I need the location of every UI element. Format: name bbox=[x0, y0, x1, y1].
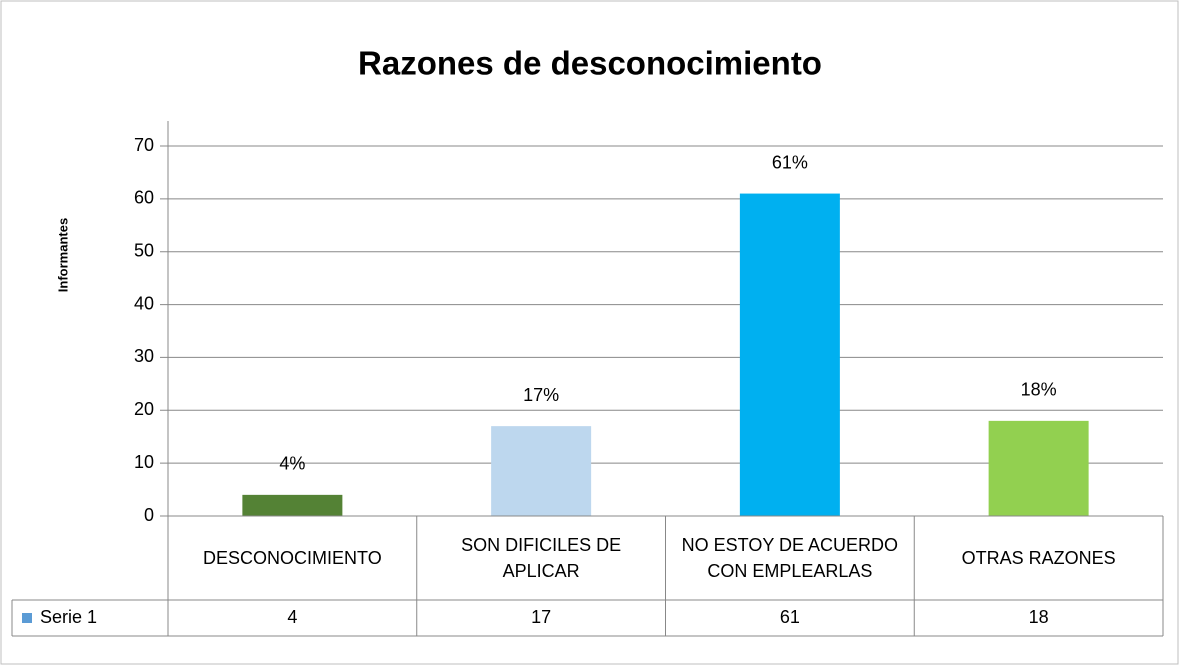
value-label: 18% bbox=[1021, 380, 1057, 400]
x-tick-label: SON DIFICILES DE APLICAR bbox=[461, 535, 622, 581]
y-tick-label: 60 bbox=[134, 188, 154, 208]
bar bbox=[491, 426, 592, 516]
y-tick-label: 30 bbox=[134, 346, 154, 366]
bar bbox=[242, 494, 343, 516]
bar bbox=[739, 193, 840, 517]
value-label: 61% bbox=[772, 152, 808, 172]
value-label: 17% bbox=[523, 385, 559, 405]
y-tick-label: 40 bbox=[134, 293, 154, 313]
y-tick-label: 20 bbox=[134, 399, 154, 419]
x-tick-label: OTRAS RAZONES bbox=[961, 548, 1116, 568]
x-tick-label-box: DESCONOCIMIENTO bbox=[203, 548, 382, 568]
table-value: 18 bbox=[1029, 607, 1049, 627]
x-tick-label-box: NO ESTOY DE ACUERDO CON EMPLEARLAS bbox=[681, 535, 899, 581]
chart-title: Razones de desconocimiento bbox=[358, 45, 822, 82]
y-tick-label: 10 bbox=[134, 452, 154, 472]
value-label: 4% bbox=[279, 454, 305, 474]
x-tick-label: NO ESTOY DE ACUERDO CON EMPLEARLAS bbox=[681, 535, 899, 581]
table-value: 61 bbox=[780, 607, 800, 627]
x-tick-label-box: OTRAS RAZONES bbox=[961, 548, 1116, 568]
bar bbox=[988, 420, 1089, 516]
y-tick-label: 0 bbox=[144, 505, 154, 525]
y-tick-label: 50 bbox=[134, 240, 154, 260]
x-tick-label-box: SON DIFICILES DE APLICAR bbox=[461, 535, 622, 581]
legend-label: Serie 1 bbox=[40, 607, 97, 627]
x-tick-label: DESCONOCIMIENTO bbox=[203, 548, 382, 568]
legend-swatch bbox=[22, 613, 32, 623]
table-value: 17 bbox=[531, 607, 551, 627]
y-axis-label: Informantes bbox=[55, 218, 70, 292]
y-tick-label: 70 bbox=[134, 135, 154, 155]
table-value: 4 bbox=[287, 607, 297, 627]
